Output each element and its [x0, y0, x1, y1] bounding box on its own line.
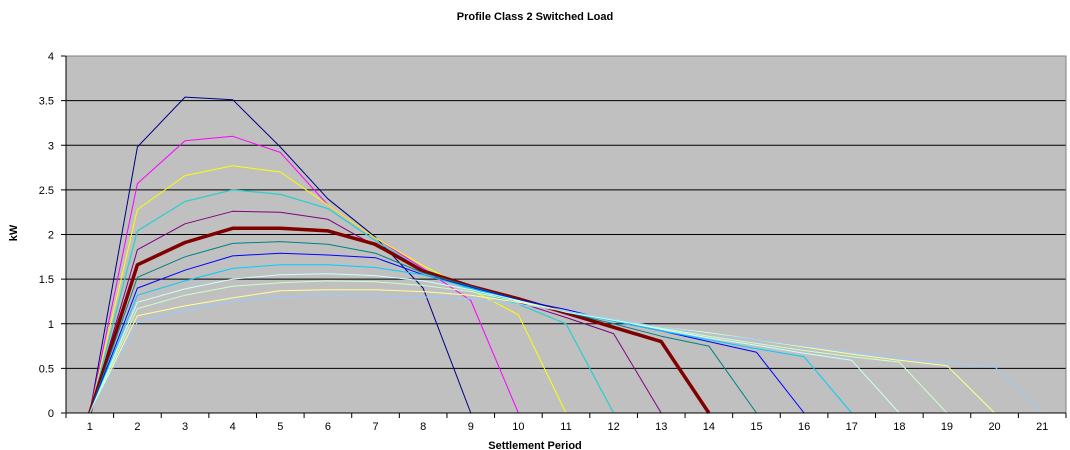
y-axis-label: kW	[8, 224, 20, 241]
series-line-2	[89, 135, 519, 414]
x-tick-label: 2	[134, 421, 140, 433]
x-tick-label: 12	[607, 421, 619, 433]
series-line-12	[89, 289, 995, 414]
series-line-13	[89, 294, 1043, 414]
series-line-3	[89, 165, 567, 414]
x-tick-label: 17	[846, 421, 858, 433]
axes	[65, 55, 1067, 414]
x-tick-label: 16	[798, 421, 810, 433]
series-line-7	[89, 241, 757, 414]
series-group	[88, 96, 1043, 414]
x-tick-label: 19	[941, 421, 953, 433]
y-tick-labels: 0 0.5 1 1.5 2 2.5 3 3.5 4	[39, 51, 54, 420]
series-line-4	[89, 189, 615, 414]
x-tick-label: 14	[703, 421, 715, 433]
series-line-6	[88, 226, 711, 414]
series-line-10	[89, 273, 900, 414]
x-tick-label: 6	[325, 421, 331, 433]
x-tick-label: 5	[277, 421, 283, 433]
y-tick-label: 2	[48, 230, 54, 242]
x-tick-label: 4	[230, 421, 236, 433]
series-line-9	[89, 264, 853, 414]
series-line-11	[89, 280, 948, 414]
x-tick-label: 21	[1036, 421, 1048, 433]
y-tick-label: 0	[48, 408, 54, 420]
y-tick-label: 1	[48, 319, 54, 331]
x-tick-label: 7	[372, 421, 378, 433]
x-tick-label: 20	[988, 421, 1000, 433]
x-tick-label: 9	[468, 421, 474, 433]
series-line-1	[89, 96, 472, 414]
x-tick-label: 1	[87, 421, 93, 433]
x-tick-labels: 1 2 3 4 5 6 7 8 9 10 11 12 13 14 15 16 17 18 19 20 21	[87, 421, 1049, 433]
y-tick-label: 0.5	[39, 363, 54, 375]
x-tick-label: 3	[182, 421, 188, 433]
y-tick-label: 3	[48, 140, 54, 152]
y-tick-label: 3.5	[39, 96, 54, 108]
y-tick-label: 4	[48, 51, 54, 63]
chart-title: Profile Class 2 Switched Load	[457, 11, 614, 23]
x-tick-label: 10	[512, 421, 524, 433]
x-tick-label: 15	[750, 421, 762, 433]
x-axis-label: Settlement Period	[488, 440, 582, 450]
x-tick-label: 8	[420, 421, 426, 433]
y-tick-label: 2.5	[39, 185, 54, 197]
x-tick-label: 11	[560, 421, 571, 433]
x-tick-label: 18	[893, 421, 905, 433]
x-tick-label: 13	[655, 421, 667, 433]
y-tick-label: 1.5	[39, 274, 54, 286]
